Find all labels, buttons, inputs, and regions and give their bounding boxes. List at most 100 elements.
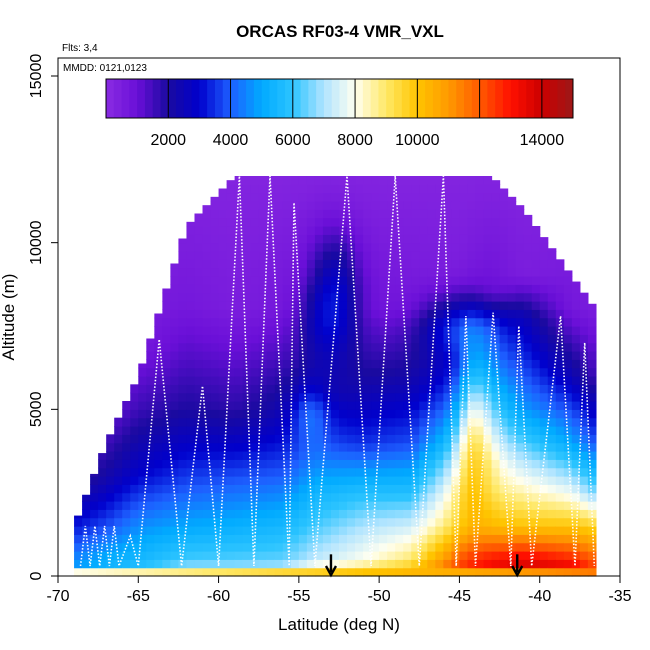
heatmap-cell: [290, 184, 300, 194]
heatmap-cell: [523, 417, 533, 427]
heatmap-cell: [475, 392, 485, 402]
heatmap-cell: [475, 484, 485, 494]
heatmap-cell: [563, 351, 573, 360]
heatmap-cell: [162, 359, 171, 369]
heatmap-cell: [475, 242, 485, 252]
heatmap-cell: [210, 251, 220, 260]
heatmap-cell: [403, 501, 412, 510]
heatmap-cell: [282, 426, 292, 435]
heatmap-cell: [379, 517, 388, 527]
heatmap-cell: [395, 567, 404, 577]
heatmap-cell: [106, 434, 115, 444]
heatmap-cell: [178, 284, 188, 294]
heatmap-cell: [379, 242, 388, 252]
heatmap-cell: [539, 476, 549, 485]
colorbar-tick-label: 14000: [520, 132, 565, 149]
heatmap-cell: [475, 334, 485, 344]
heatmap-cell: [330, 342, 340, 352]
heatmap-cell: [587, 467, 597, 477]
x-tick-label: -70: [46, 588, 69, 605]
heatmap-cell: [523, 214, 533, 219]
heatmap-cell: [347, 551, 356, 560]
heatmap-cell: [186, 442, 196, 452]
heatmap-cell: [355, 359, 364, 369]
heatmap-cell: [491, 184, 501, 194]
heatmap-cell: [170, 359, 180, 369]
heatmap-cell: [210, 201, 220, 210]
heatmap-cell: [499, 559, 509, 569]
heatmap-cell: [250, 334, 260, 344]
heatmap-cell: [451, 376, 461, 385]
heatmap-cell: [186, 476, 196, 485]
heatmap-cell: [563, 392, 573, 402]
heatmap-cell: [459, 401, 469, 410]
heatmap-cell: [531, 326, 541, 335]
heatmap-cell: [531, 426, 541, 435]
heatmap-cell: [330, 484, 340, 494]
colorbar-swatch: [199, 79, 208, 118]
heatmap-cell: [242, 534, 252, 544]
heatmap-cell: [274, 442, 284, 452]
heatmap-cell: [226, 451, 236, 460]
heatmap-cell: [579, 367, 589, 377]
heatmap-cell: [371, 326, 380, 335]
heatmap-cell: [379, 417, 388, 427]
heatmap-cell: [122, 434, 131, 444]
heatmap-cell: [371, 192, 380, 202]
heatmap-cell: [395, 426, 404, 435]
heatmap-cell: [515, 526, 525, 535]
heatmap-cell: [90, 542, 99, 552]
heatmap-cell: [419, 242, 428, 252]
heatmap-cell: [250, 542, 260, 552]
colorbar-swatch: [355, 79, 364, 118]
heatmap-cell: [234, 451, 244, 460]
heatmap-cell: [547, 401, 557, 410]
heatmap-cell: [443, 317, 452, 327]
heatmap-cell: [138, 367, 147, 377]
heatmap-cell: [322, 559, 332, 569]
heatmap-cell: [483, 434, 493, 444]
heatmap-cell: [250, 317, 260, 327]
heatmap-cell: [234, 217, 244, 227]
heatmap-cell: [547, 317, 557, 327]
heatmap-cell: [98, 453, 107, 460]
heatmap-cell: [419, 434, 428, 444]
heatmap-cell: [355, 526, 364, 535]
heatmap-cell: [419, 559, 428, 569]
heatmap-cell: [170, 409, 180, 419]
heatmap-cell: [371, 376, 380, 385]
heatmap-cell: [226, 209, 236, 219]
heatmap-cell: [475, 201, 485, 210]
heatmap-cell: [339, 184, 348, 194]
heatmap-cell: [403, 242, 412, 252]
heatmap-cell: [90, 559, 99, 569]
heatmap-cell: [322, 392, 332, 402]
heatmap-cell: [130, 559, 139, 569]
heatmap-cell: [242, 326, 252, 335]
heatmap-cell: [443, 376, 452, 385]
heatmap-cell: [114, 542, 123, 552]
heatmap-cell: [347, 451, 356, 460]
heatmap-cell: [258, 401, 268, 410]
heatmap-cell: [234, 417, 244, 427]
heatmap-cell: [363, 409, 372, 419]
heatmap-cell: [347, 309, 356, 319]
heatmap-cell: [427, 526, 436, 535]
heatmap-cell: [371, 292, 380, 302]
heatmap-cell: [579, 451, 589, 460]
heatmap-cell: [419, 192, 428, 202]
heatmap-cell: [282, 176, 292, 185]
heatmap-cell: [547, 384, 557, 394]
heatmap-cell: [355, 401, 364, 410]
heatmap-cell: [387, 401, 396, 410]
heatmap-cell: [435, 492, 444, 502]
heatmap-cell: [274, 492, 284, 502]
heatmap-cell: [363, 484, 372, 494]
heatmap-cell: [178, 359, 188, 369]
heatmap-cell: [483, 342, 493, 352]
heatmap-cell: [298, 342, 308, 352]
heatmap-cell: [387, 292, 396, 302]
heatmap-cell: [467, 367, 477, 377]
heatmap-cell: [330, 301, 340, 310]
heatmap-cell: [499, 209, 509, 219]
